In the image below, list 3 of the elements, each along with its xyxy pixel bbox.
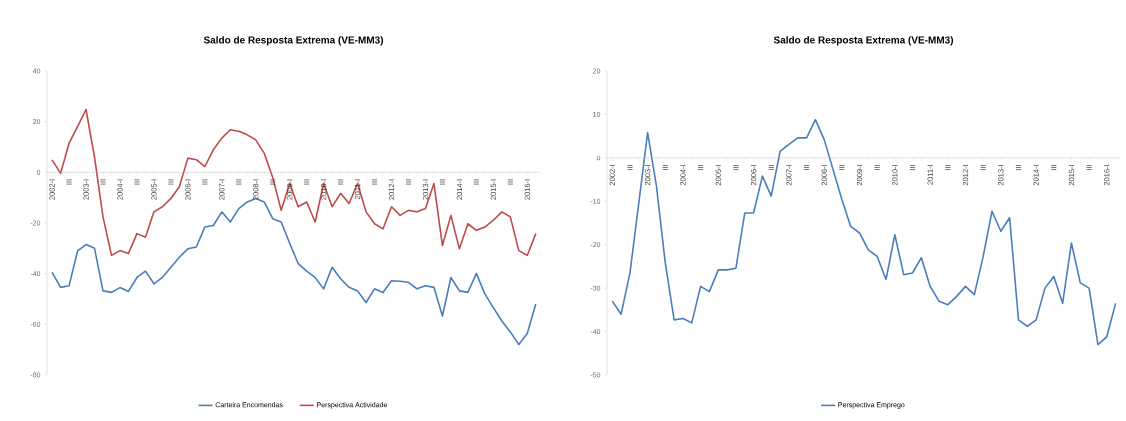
line-series xyxy=(51,108,537,257)
chart-title: Saldo de Resposta Extrema (VE-MM3) xyxy=(203,36,384,46)
chart-title: Saldo de Resposta Extrema (VE-MM3) xyxy=(773,36,954,46)
